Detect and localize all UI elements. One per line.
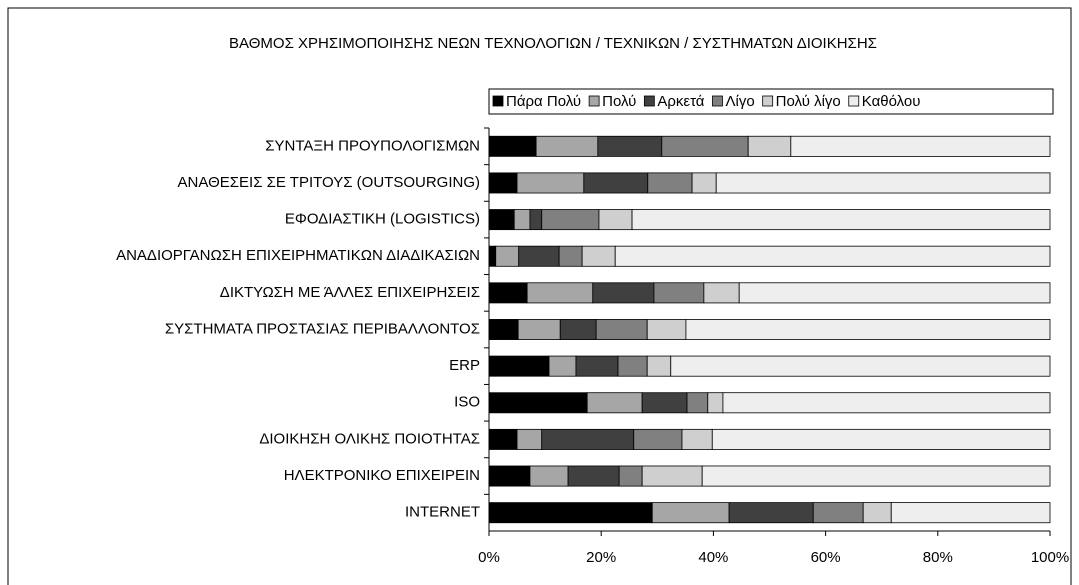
bar-segment — [517, 319, 561, 340]
legend-label: Καθόλου — [862, 93, 921, 110]
legend-swatch — [492, 95, 504, 107]
bar-segment — [488, 355, 550, 377]
bar-segment — [548, 355, 577, 377]
bar-segment — [707, 392, 724, 414]
bar-segment — [526, 282, 594, 304]
bar-segment — [862, 502, 892, 524]
bar-segment — [670, 355, 1051, 377]
bar-segment — [617, 355, 648, 377]
bar-segment — [529, 209, 543, 231]
x-tick-label: 60% — [811, 549, 841, 566]
bar-segment — [488, 428, 518, 450]
bar-segment — [488, 392, 588, 414]
bar-segment — [586, 392, 643, 414]
bar-segment — [646, 355, 672, 377]
y-tick-label: ISO — [454, 394, 480, 411]
bar-segment — [488, 465, 531, 487]
bar-segment — [558, 245, 583, 267]
x-tick-label: 20% — [586, 549, 616, 566]
bar-segment — [728, 502, 814, 524]
x-tick-label: 40% — [698, 549, 728, 566]
bar-segment — [516, 172, 585, 194]
y-tick-label: ΣΥΣΤΗΜΑΤΑ ΠΡΟΣΤΑΣΙΑΣ ΠΕΡΙΒΑΛΛΟΝΤΟΣ — [165, 320, 480, 337]
bar-segment — [559, 319, 597, 340]
bar-segment — [529, 465, 569, 487]
bar-segment — [516, 428, 543, 450]
y-tick-label: INTERNET — [405, 504, 480, 521]
bar-segment — [812, 502, 864, 524]
bar-segment — [890, 502, 1051, 524]
y-tick-label: ΔΙΟΙΚΗΣΗ ΟΛΙΚΗΣ ΠΟΙΟΤΗΤΑΣ — [259, 430, 480, 447]
bar-segment — [488, 209, 515, 231]
bar-segment — [597, 135, 663, 157]
bar-segment — [495, 245, 520, 267]
bar-segment — [641, 392, 688, 414]
y-tick-label: ΣΥΝΤΑΞΗ ΠΡΟΥΠΟΛΟΓΙΣΜΩΝ — [265, 137, 480, 154]
y-tick-label: ΕΦΟΔΙΑΣΤΙΚΗ (LOGISTICS) — [285, 211, 480, 228]
y-tick-label: ΑΝΑΔΙΟΡΓΑΝΩΣΗ ΕΠΙΧΕΙΡΗΜΑΤΙΚΩΝ ΔΙΑΔΙΚΑΣΙΩ… — [116, 247, 480, 264]
bar-segment — [691, 172, 717, 194]
bar-segment — [681, 428, 713, 450]
bar-segment — [738, 282, 1051, 304]
bar-segment — [651, 502, 730, 524]
legend-swatch — [588, 95, 600, 107]
legend-label: Πολύ λίγο — [776, 93, 841, 110]
bar-segment — [653, 282, 705, 304]
bar-segment — [647, 172, 693, 194]
bar-segment — [541, 209, 600, 231]
bar-segment — [513, 209, 531, 231]
bar-segment — [703, 282, 740, 304]
bar-segment — [575, 355, 619, 377]
y-tick-label: ERP — [449, 357, 480, 374]
chart-title: ΒΑΘΜΟΣ ΧΡΗΣΙΜΟΠΟΙΗΣΗΣ ΝΕΩΝ ΤΕΧΝΟΛΟΓΙΩΝ /… — [229, 35, 877, 52]
bar-segment — [618, 465, 643, 487]
bar-segment — [488, 319, 519, 340]
bar-segment — [488, 502, 653, 524]
legend-label: Λίγο — [725, 93, 754, 110]
bar-segment — [598, 209, 633, 231]
bar-segment — [701, 465, 1051, 487]
legend-label: Αρκετά — [657, 93, 704, 110]
bar-segment — [567, 465, 620, 487]
bar-segment — [715, 172, 1051, 194]
bar-segment — [661, 135, 749, 157]
bar-segment — [488, 135, 537, 157]
bar-segment — [488, 172, 518, 194]
x-tick-label: 0% — [478, 549, 500, 566]
legend-swatch — [848, 95, 860, 107]
y-tick-label: ΑΝΑΘΕΣΕΙΣ ΣΕ ΤΡΙΤΟΥΣ (OUTSOURGING) — [178, 174, 480, 191]
bar-segment — [518, 245, 560, 267]
bar-segment — [595, 319, 648, 340]
bar-segment — [488, 282, 528, 304]
bar-segment — [631, 209, 1051, 231]
legend-label: Πολύ — [602, 93, 636, 110]
bar-segment — [790, 135, 1051, 157]
bar-segment — [686, 392, 709, 414]
x-tick-label: 100% — [1031, 549, 1069, 566]
bar-segment — [488, 245, 497, 267]
bar-segment — [641, 465, 703, 487]
bar-segment — [747, 135, 792, 157]
legend-label: Πάρα Πολύ — [506, 93, 581, 110]
legend-swatch — [643, 95, 655, 107]
y-tick-label: ΗΛΕΚΤΡΟΝΙΚΟ ΕΠΙΧΕΙΡΕΙΝ — [284, 467, 480, 484]
bar-segment — [581, 245, 616, 267]
bar-segment — [646, 319, 687, 340]
x-tick-label: 80% — [923, 549, 953, 566]
bar-segment — [583, 172, 649, 194]
bar-segment — [535, 135, 599, 157]
y-tick-label: ΔΙΚΤΥΩΣΗ ΜΕ ΆΛΛΕΣ ΕΠΙΧΕΙΡΗΣΕΙΣ — [220, 284, 480, 301]
bar-segment — [711, 428, 1051, 450]
legend-swatch — [712, 95, 723, 107]
bar-segment — [614, 245, 1051, 267]
bar-segment — [541, 428, 635, 450]
legend-swatch — [762, 95, 774, 107]
bar-segment — [633, 428, 683, 450]
bar-segment — [685, 319, 1051, 340]
bar-segment — [722, 392, 1051, 414]
bar-segment — [592, 282, 655, 304]
